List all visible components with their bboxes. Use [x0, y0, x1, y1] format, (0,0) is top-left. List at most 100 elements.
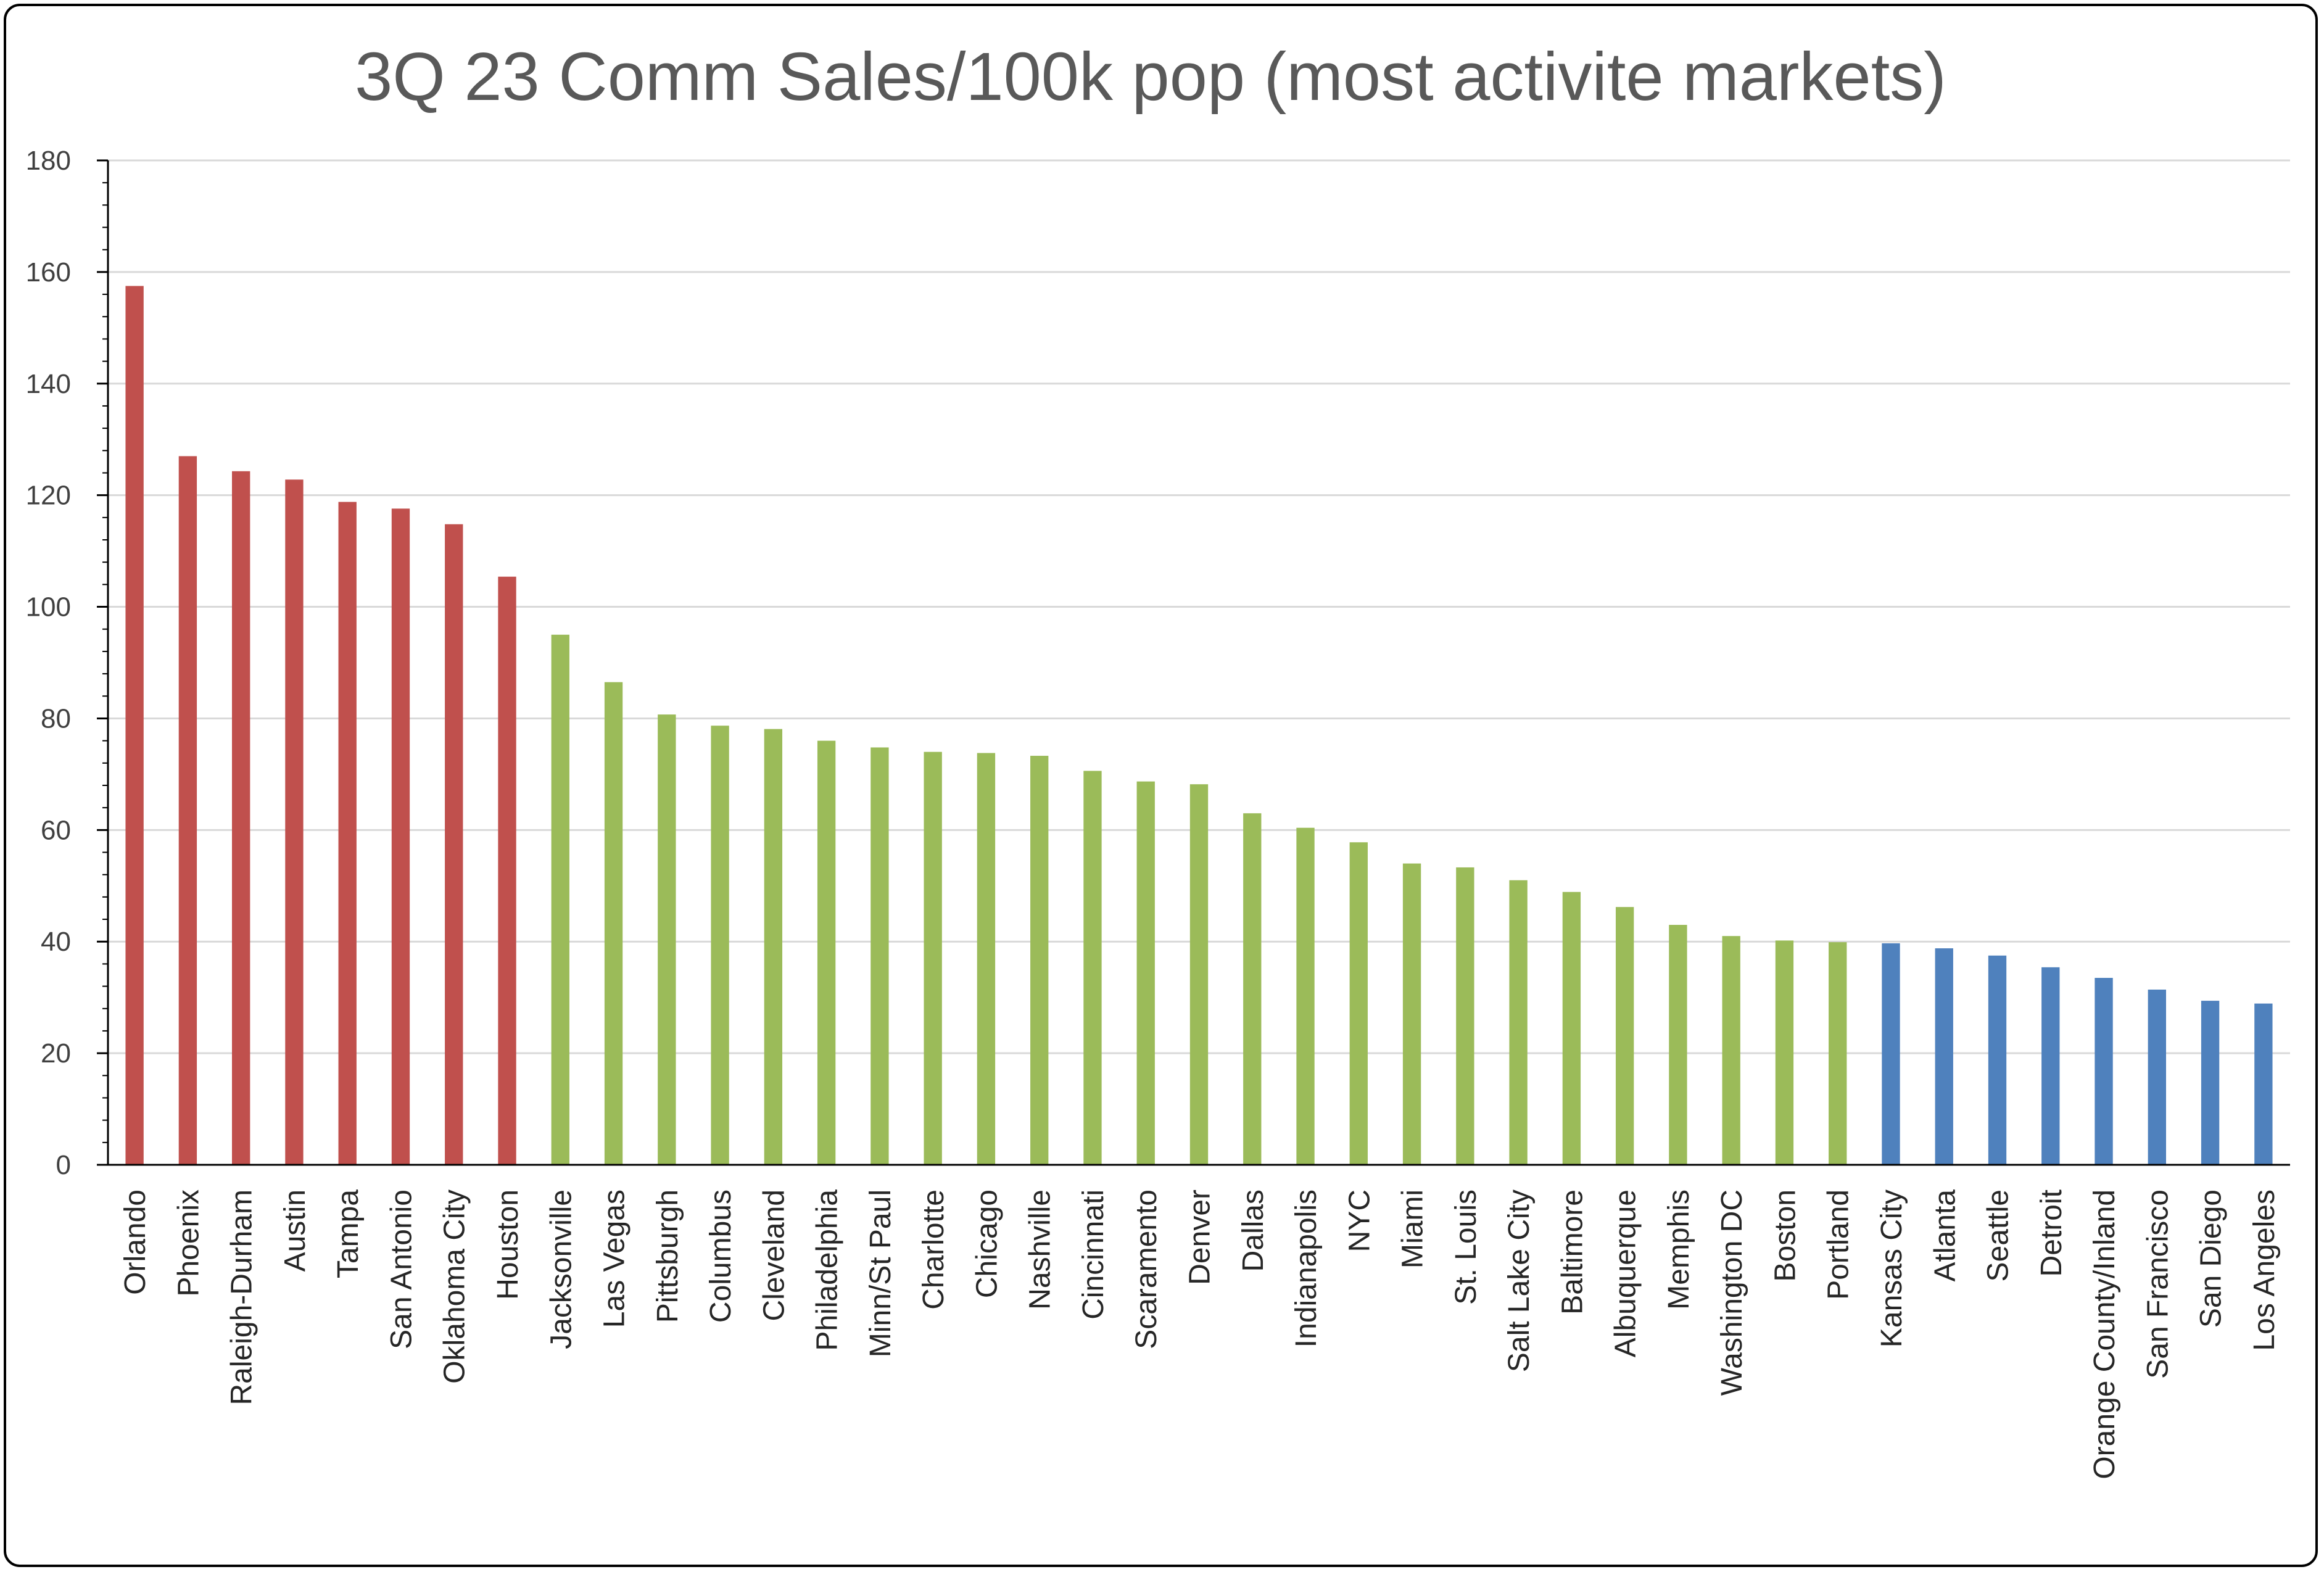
y-tick-labels: 0 20 40 60 80 100 120 140 160 180: [26, 146, 71, 1180]
bar: [1349, 842, 1368, 1165]
category-label: San Diego: [2195, 1189, 2228, 1328]
bar: [338, 502, 357, 1165]
category-label: Houston: [492, 1189, 524, 1300]
bar: [125, 286, 144, 1165]
category-label: Albuquerque: [1610, 1189, 1642, 1357]
category-label: Baltimore: [1556, 1189, 1589, 1315]
bar: [1775, 940, 1794, 1165]
bar: [178, 456, 197, 1165]
category-label: Los Angeles: [2248, 1189, 2281, 1351]
category-label: Phoenix: [172, 1189, 205, 1296]
bar: [658, 714, 676, 1165]
bar: [1243, 813, 1262, 1165]
bar: [2201, 1001, 2220, 1165]
category-label: Seattle: [1982, 1189, 2015, 1281]
category-label: Charlotte: [917, 1189, 950, 1310]
bar: [817, 740, 836, 1165]
category-label: Denver: [1184, 1189, 1217, 1285]
category-label: Pittsburgh: [651, 1189, 684, 1323]
bar: [391, 508, 410, 1165]
category-label: Minn/St Paul: [864, 1189, 897, 1357]
category-label: St. Louis: [1450, 1189, 1482, 1305]
category-label: Portland: [1822, 1189, 1855, 1300]
bar: [2094, 978, 2113, 1165]
bar: [2254, 1003, 2273, 1165]
bar: [1030, 756, 1049, 1165]
category-label: Orlando: [119, 1189, 152, 1295]
y-tick-label: 0: [56, 1150, 71, 1180]
bar: [1083, 771, 1102, 1165]
y-tick-label: 60: [41, 815, 71, 845]
bar: [1615, 907, 1634, 1165]
bar: [498, 576, 516, 1165]
category-label: Columbus: [705, 1189, 737, 1323]
bar: [870, 747, 889, 1165]
bar: [1509, 880, 1528, 1165]
gridlines: [108, 159, 2290, 1054]
y-tick-label: 140: [26, 369, 71, 399]
y-tick-label: 20: [41, 1038, 71, 1069]
bar: [232, 471, 250, 1165]
category-label: Philadelphia: [811, 1189, 844, 1351]
category-label: Cincinnati: [1077, 1189, 1110, 1320]
category-labels: Orlando Phoenix Raleigh-Durham Austin Tampa S…: [119, 1189, 2281, 1479]
category-label: Detroit: [2035, 1189, 2068, 1276]
category-label: Washington DC: [1716, 1189, 1748, 1396]
bar: [924, 751, 942, 1165]
bar: [1988, 955, 2007, 1165]
y-tick-label: 100: [26, 592, 71, 623]
category-label: Kansas City: [1875, 1189, 1908, 1347]
bar: [764, 729, 783, 1165]
category-label: Oklahoma City: [439, 1189, 471, 1384]
category-label: Austin: [279, 1189, 312, 1272]
chart-title: 3Q 23 Comm Sales/100k pop (most activite…: [355, 39, 1946, 115]
category-label: Tampa: [332, 1189, 365, 1278]
category-label: Salt Lake City: [1503, 1189, 1536, 1372]
bar: [1136, 781, 1155, 1165]
category-label: Las Vegas: [598, 1189, 631, 1328]
bar: [604, 682, 623, 1165]
bar: [1562, 891, 1581, 1165]
bar: [2041, 967, 2060, 1165]
bar: [1882, 943, 1900, 1165]
category-label: Jacksonville: [545, 1189, 577, 1349]
category-label: Miami: [1397, 1189, 1429, 1268]
bar: [1456, 867, 1474, 1165]
chart-frame: [4, 4, 2318, 1567]
category-label: NYC: [1343, 1189, 1376, 1252]
bar: [1669, 925, 1687, 1165]
bar: [2148, 990, 2166, 1165]
category-label: Indianapolis: [1290, 1189, 1323, 1347]
y-tick-label: 40: [41, 927, 71, 957]
bar: [551, 634, 569, 1165]
bar: [445, 524, 463, 1165]
bar: [1402, 863, 1421, 1165]
y-tick-label: 80: [41, 703, 71, 734]
bar: [285, 479, 304, 1165]
category-label: Cleveland: [758, 1189, 790, 1321]
category-label: Raleigh-Durham: [226, 1189, 258, 1405]
bar: [1722, 936, 1740, 1165]
category-label: Boston: [1769, 1189, 1801, 1281]
category-label: Scaramento: [1130, 1189, 1163, 1349]
axes: [97, 159, 2290, 1166]
category-label: San Antonio: [385, 1189, 418, 1349]
bars: [125, 286, 2273, 1165]
y-tick-label: 180: [26, 146, 71, 176]
category-label: Memphis: [1663, 1189, 1695, 1310]
bar: [711, 726, 729, 1165]
y-tick-label: 160: [26, 257, 71, 288]
bar: [1189, 784, 1209, 1165]
y-tick-label: 120: [26, 481, 71, 511]
category-label: San Francisco: [2141, 1189, 2174, 1379]
category-label: Orange County/Inland: [2088, 1189, 2121, 1479]
bar: [977, 753, 996, 1165]
bar: [1296, 827, 1315, 1165]
bar: [1829, 942, 1847, 1165]
bar: [1935, 948, 1953, 1165]
category-label: Nashville: [1024, 1189, 1057, 1310]
category-label: Chicago: [970, 1189, 1003, 1298]
category-label: Dallas: [1237, 1189, 1270, 1272]
category-label: Atlanta: [1929, 1189, 1961, 1282]
